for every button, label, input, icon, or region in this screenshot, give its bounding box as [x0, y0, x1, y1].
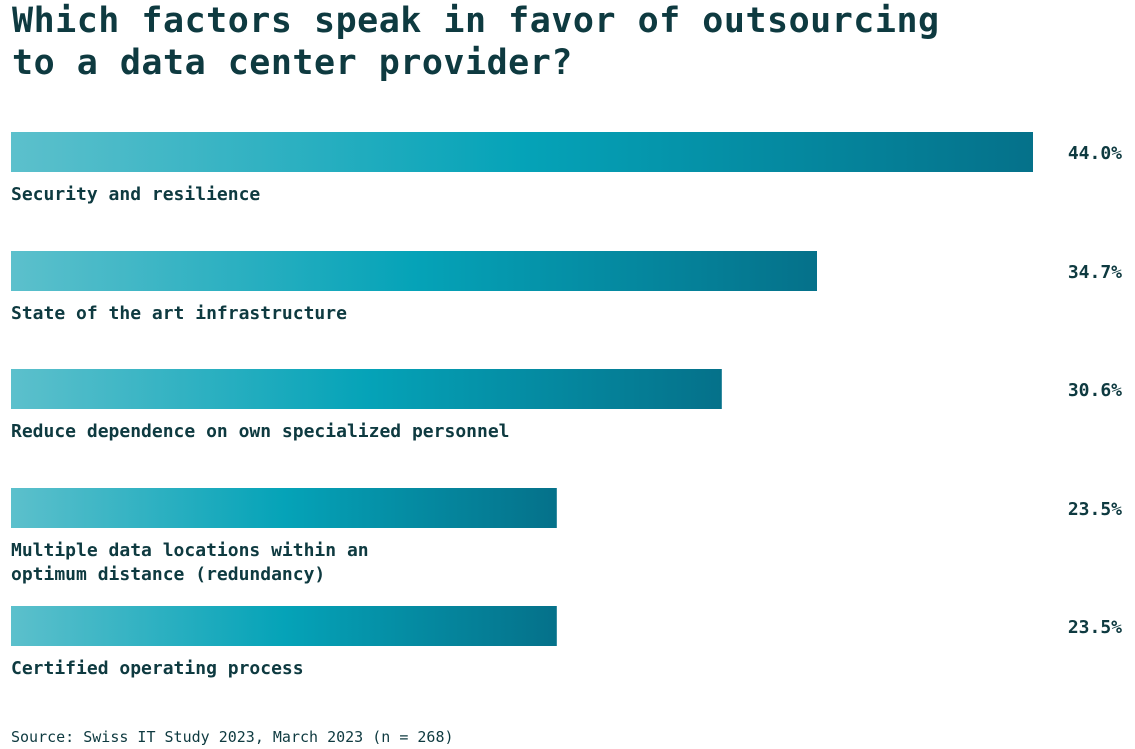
bar-2	[11, 251, 817, 291]
category-label-4: Multiple data locations within an optimum…	[11, 540, 369, 585]
source-note: Source: Swiss IT Study 2023, March 2023 …	[11, 728, 454, 746]
bar-5	[11, 606, 557, 646]
category-label-line: optimum distance (redundancy)	[11, 564, 325, 585]
bar-4	[11, 488, 557, 528]
value-label-1: 44.0%	[1068, 143, 1122, 164]
category-label-1: Security and resilience	[11, 184, 260, 205]
value-label-3: 30.6%	[1068, 380, 1122, 401]
value-label-4: 23.5%	[1068, 499, 1122, 520]
category-label-2: State of the art infrastructure	[11, 303, 347, 324]
bar-1	[11, 132, 1033, 172]
bars-layer: 44.0% Security and resilience 34.7% State o…	[11, 132, 1122, 679]
category-label-line: State of the art infrastructure	[11, 303, 347, 324]
category-label-5: Certified operating process	[11, 658, 304, 679]
category-label-line: Multiple data locations within an	[11, 540, 369, 561]
category-label-line: Security and resilience	[11, 184, 260, 205]
bar-3	[11, 369, 722, 409]
value-label-5: 23.5%	[1068, 617, 1122, 638]
category-label-line: Certified operating process	[11, 658, 304, 679]
category-label-line: Reduce dependence on own specialized per…	[11, 421, 510, 442]
category-label-3: Reduce dependence on own specialized per…	[11, 421, 510, 442]
chart-title: Which factors speak in favor of outsourc…	[12, 1, 940, 83]
value-label-2: 34.7%	[1068, 262, 1122, 283]
